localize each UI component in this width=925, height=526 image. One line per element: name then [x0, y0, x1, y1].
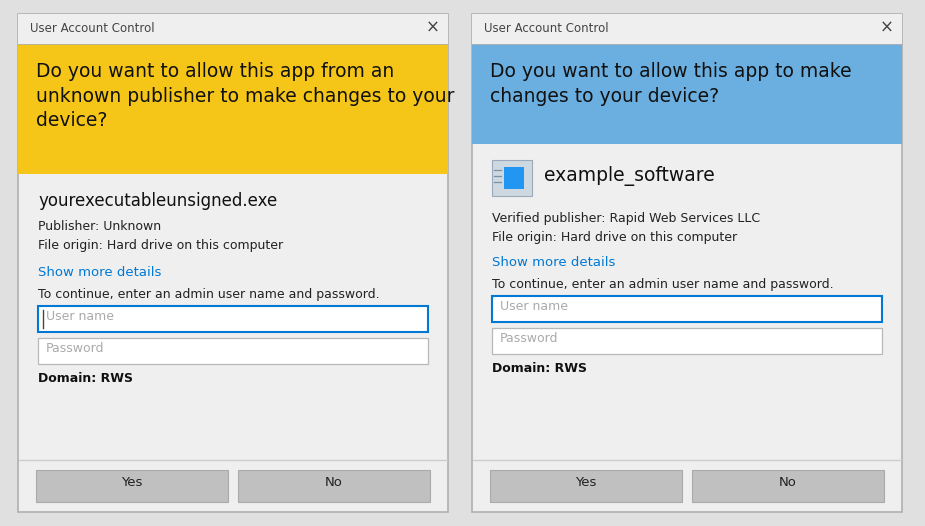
Text: ×: × — [880, 19, 894, 37]
Bar — [18, 44, 448, 174]
Text: Yes: Yes — [575, 476, 597, 489]
Bar — [472, 14, 902, 512]
Text: To continue, enter an admin user name and password.: To continue, enter an admin user name an… — [492, 278, 833, 291]
Text: User Account Control: User Account Control — [30, 22, 154, 35]
Text: Yes: Yes — [121, 476, 142, 489]
Bar — [18, 14, 448, 512]
Bar — [472, 44, 902, 144]
Text: Domain: RWS: Domain: RWS — [38, 372, 133, 385]
Text: example_software: example_software — [544, 166, 715, 186]
Bar — [492, 328, 882, 354]
Bar — [692, 470, 884, 502]
Bar — [490, 470, 682, 502]
Bar — [504, 167, 524, 189]
Bar — [36, 470, 228, 502]
Text: Show more details: Show more details — [492, 256, 615, 269]
Bar — [492, 296, 882, 322]
Text: Domain: RWS: Domain: RWS — [492, 362, 587, 375]
Text: Do you want to allow this app to make
changes to your device?: Do you want to allow this app to make ch… — [490, 62, 852, 106]
Text: User name: User name — [500, 300, 568, 313]
Text: Verified publisher: Rapid Web Services LLC
File origin: Hard drive on this compu: Verified publisher: Rapid Web Services L… — [492, 212, 760, 244]
Text: ×: × — [426, 19, 440, 37]
Bar — [38, 306, 428, 332]
Text: Do you want to allow this app from an
unknown publisher to make changes to your
: Do you want to allow this app from an un… — [36, 62, 454, 130]
Bar — [492, 160, 532, 196]
Text: Password: Password — [46, 342, 105, 355]
Text: Publisher: Unknown
File origin: Hard drive on this computer: Publisher: Unknown File origin: Hard dri… — [38, 220, 283, 251]
Text: User Account Control: User Account Control — [484, 22, 609, 35]
Text: User name: User name — [46, 310, 114, 323]
Bar — [18, 14, 448, 44]
Bar — [472, 14, 902, 44]
Text: To continue, enter an admin user name and password.: To continue, enter an admin user name an… — [38, 288, 379, 301]
Bar — [238, 470, 430, 502]
Bar — [38, 338, 428, 364]
Text: Show more details: Show more details — [38, 266, 161, 279]
Text: Password: Password — [500, 332, 559, 345]
Text: yourexecutableunsigned.exe: yourexecutableunsigned.exe — [38, 192, 278, 210]
Text: No: No — [325, 476, 343, 489]
Text: No: No — [779, 476, 797, 489]
